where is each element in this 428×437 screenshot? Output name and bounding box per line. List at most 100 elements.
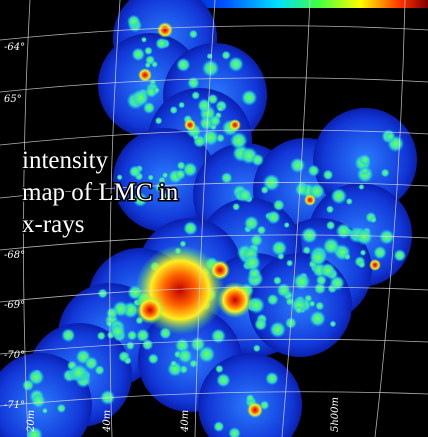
warm-spot	[265, 371, 279, 386]
warm-spot	[169, 105, 178, 115]
warm-spot	[142, 101, 156, 115]
warm-spot	[220, 171, 233, 184]
warm-spot	[213, 421, 225, 433]
warm-spot	[187, 76, 200, 90]
warm-spot	[140, 36, 147, 43]
warm-spot	[154, 182, 165, 193]
warm-spot	[266, 293, 279, 306]
warm-spot	[329, 275, 345, 291]
hot-spot	[247, 402, 263, 418]
warm-spot	[105, 319, 113, 328]
warm-spot	[110, 323, 126, 339]
warm-spot	[61, 328, 76, 343]
warm-spot	[135, 328, 150, 343]
dec-label: -64°	[4, 42, 25, 53]
warm-spot	[210, 328, 227, 344]
warm-spot	[192, 133, 200, 141]
warm-spot	[271, 240, 288, 257]
dec-label: -71°	[4, 400, 25, 411]
caption-line: intensity	[22, 147, 109, 174]
warm-spot	[330, 187, 348, 205]
warm-spot	[94, 365, 105, 376]
warm-spot	[170, 360, 178, 368]
warm-spot	[385, 131, 395, 142]
warm-spot	[343, 253, 351, 261]
warm-spot	[160, 192, 170, 202]
mosaic	[0, 0, 417, 437]
warm-spot	[355, 228, 373, 246]
warm-spot	[216, 373, 231, 388]
warm-spot	[329, 320, 337, 328]
warm-spot	[96, 331, 106, 341]
warm-spot	[286, 259, 294, 267]
warm-spot	[315, 274, 327, 286]
warm-spot	[147, 353, 159, 365]
warm-spot	[254, 317, 268, 331]
warm-spot	[260, 185, 269, 195]
warm-spot	[358, 260, 366, 269]
warm-spot	[131, 88, 150, 107]
warm-spot	[302, 246, 311, 255]
warm-spot	[177, 348, 193, 364]
warm-spot	[188, 29, 198, 39]
warm-spot	[249, 233, 263, 247]
warm-spot	[128, 165, 142, 178]
warm-spot	[178, 101, 186, 109]
warm-spot	[116, 174, 123, 181]
warm-spot	[232, 202, 241, 211]
warm-spot	[360, 167, 369, 176]
warm-spot	[308, 300, 316, 308]
warm-spot	[238, 188, 253, 203]
warm-spot	[294, 305, 303, 314]
warm-spot	[393, 249, 407, 262]
warm-spot	[266, 210, 281, 225]
warm-spot	[21, 379, 35, 392]
warm-spot	[325, 205, 335, 214]
hot-spot	[369, 259, 381, 271]
warm-spot	[277, 252, 285, 261]
warm-spot	[147, 174, 154, 181]
warm-spot	[272, 199, 285, 212]
warm-spot	[293, 272, 311, 291]
warm-spot	[283, 221, 290, 229]
warm-spot	[300, 226, 318, 244]
warm-spot	[158, 176, 166, 185]
warm-spot	[183, 220, 198, 236]
dec-label: -68°	[4, 250, 25, 261]
warm-spot	[126, 14, 141, 29]
warm-spot	[154, 116, 163, 125]
warm-spot	[325, 220, 336, 231]
warm-spot	[359, 249, 367, 256]
warm-spot	[228, 56, 244, 73]
warm-spot	[155, 37, 168, 50]
warm-spot	[84, 356, 99, 371]
warm-spot	[123, 356, 132, 365]
warm-spot	[378, 229, 395, 245]
warm-spot	[276, 282, 291, 298]
warm-spot	[358, 183, 365, 190]
warm-spot	[269, 321, 287, 339]
warm-spot	[191, 91, 201, 100]
warm-spot	[131, 47, 146, 62]
warm-spot	[176, 57, 191, 73]
warm-spot	[252, 344, 261, 353]
warm-spot	[289, 157, 306, 174]
warm-spot	[31, 393, 46, 409]
warm-spot	[256, 225, 267, 235]
warm-spot	[245, 393, 255, 403]
warm-spot	[132, 192, 148, 207]
warm-spot	[228, 426, 241, 437]
warm-spot	[144, 46, 153, 56]
warm-spot	[359, 154, 371, 166]
warm-spot	[369, 216, 377, 224]
ra-label: 20m	[26, 410, 37, 433]
warm-spot	[272, 276, 282, 286]
warm-spot	[189, 359, 198, 368]
warm-spot	[345, 197, 353, 205]
warm-spot	[243, 215, 260, 231]
warm-spot	[319, 262, 336, 279]
warm-spot	[105, 307, 119, 320]
warm-spot	[162, 172, 169, 179]
warm-spot	[241, 89, 258, 106]
